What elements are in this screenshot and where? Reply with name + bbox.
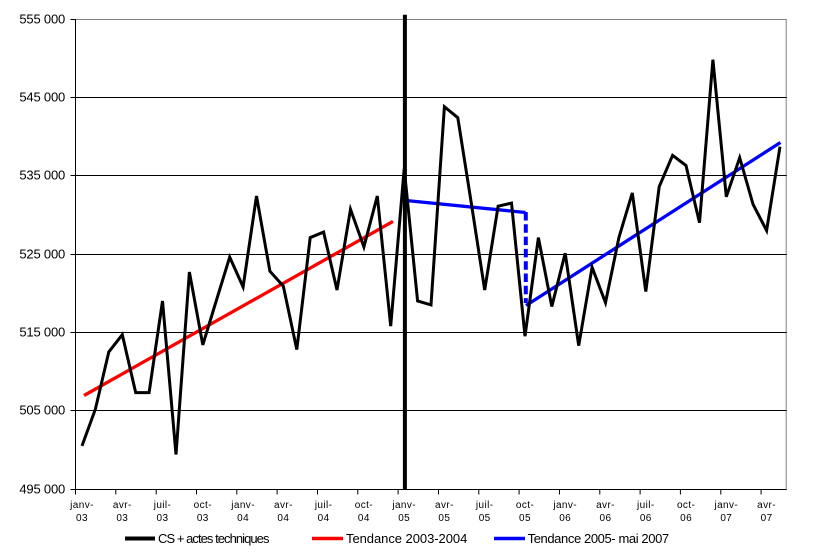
svg-text:525 000: 525 000 [19,247,65,262]
svg-text:06: 06 [600,513,612,524]
svg-text:oct-: oct- [194,500,212,511]
svg-text:04: 04 [318,513,330,524]
svg-text:05: 05 [438,513,450,524]
svg-text:04: 04 [358,513,370,524]
svg-text:Tendance 2003-2004: Tendance 2003-2004 [346,531,467,546]
svg-text:06: 06 [559,513,571,524]
svg-text:495 000: 495 000 [19,482,65,497]
svg-text:juil-: juil- [153,500,172,511]
svg-text:juil-: juil- [314,500,333,511]
svg-text:janv-: janv- [552,500,577,511]
svg-text:avr-: avr- [274,500,293,511]
svg-text:janv-: janv- [391,500,416,511]
svg-text:avr-: avr- [596,500,615,511]
svg-text:05: 05 [519,513,531,524]
svg-text:505 000: 505 000 [19,403,65,418]
svg-text:04: 04 [237,513,249,524]
svg-text:oct-: oct- [516,500,534,511]
svg-text:avr-: avr- [113,500,132,511]
svg-text:05: 05 [479,513,491,524]
svg-text:03: 03 [116,513,128,524]
svg-text:oct-: oct- [355,500,373,511]
svg-text:03: 03 [197,513,209,524]
svg-text:juil-: juil- [475,500,494,511]
svg-text:04: 04 [277,513,289,524]
svg-text:03: 03 [76,513,88,524]
svg-text:janv-: janv- [69,500,94,511]
svg-text:07: 07 [761,513,773,524]
svg-text:Tendance 2005- mai 2007: Tendance 2005- mai 2007 [528,531,669,546]
svg-text:535 000: 535 000 [19,168,65,183]
svg-text:07: 07 [720,513,732,524]
svg-text:03: 03 [157,513,169,524]
svg-text:avr-: avr- [435,500,454,511]
svg-text:avr-: avr- [757,500,776,511]
svg-text:oct-: oct- [677,500,695,511]
svg-text:515 000: 515 000 [19,325,65,340]
svg-text:juil-: juil- [636,500,655,511]
svg-text:06: 06 [640,513,652,524]
svg-text:06: 06 [680,513,692,524]
svg-text:545 000: 545 000 [19,90,65,105]
svg-text:janv-: janv- [713,500,738,511]
svg-text:CS + actes techniques: CS + actes techniques [158,531,270,546]
svg-text:05: 05 [398,513,410,524]
svg-text:janv-: janv- [230,500,255,511]
svg-text:555 000: 555 000 [19,12,65,27]
